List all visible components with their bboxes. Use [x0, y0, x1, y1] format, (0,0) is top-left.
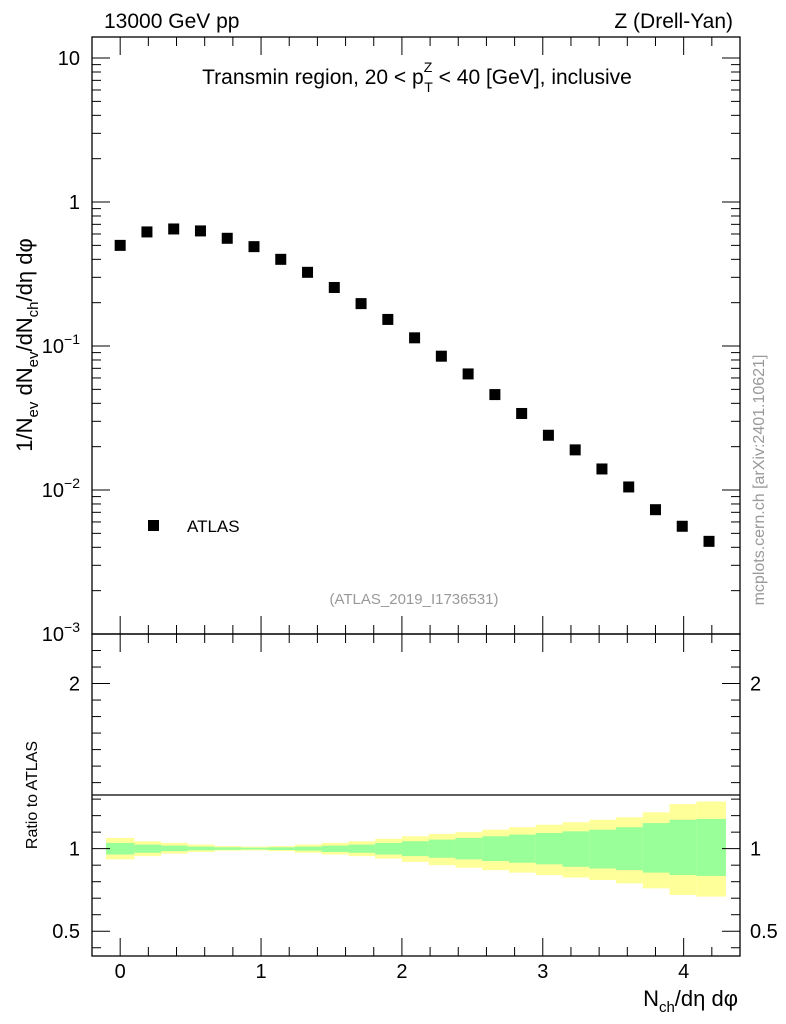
stat-uncertainty-band	[401, 841, 429, 857]
ratio-y-tick-label-right: 2	[750, 674, 761, 696]
data-point	[382, 313, 394, 325]
data-point	[409, 332, 421, 344]
stat-uncertainty-band	[589, 829, 617, 869]
main-y-tick-label: 10−3	[42, 619, 80, 646]
data-point	[194, 225, 206, 237]
main-y-tick-label: 1	[69, 192, 80, 214]
stat-uncertainty-band	[696, 818, 726, 876]
stat-uncertainty-band	[187, 846, 215, 851]
ratio-plot-frame	[91, 633, 741, 957]
ratio-y-tick-label: 2	[69, 674, 80, 696]
data-point	[141, 226, 153, 238]
x-tick-label: 1	[255, 961, 266, 983]
data-point	[703, 535, 715, 547]
stat-uncertainty-band	[321, 845, 349, 852]
data-point	[462, 368, 474, 380]
side-label: mcplots.cern.ch [arXiv:2401.10621]	[751, 355, 768, 606]
x-tick-label: 3	[537, 961, 548, 983]
data-point	[516, 407, 528, 419]
stat-uncertainty-band	[616, 827, 643, 871]
data-point	[569, 444, 581, 456]
stat-uncertainty-band	[535, 832, 563, 865]
header-right-label: Z (Drell-Yan)	[614, 10, 733, 33]
main-panel: Transmin region, 20 < pZ T < 40 [GeV], in…	[12, 36, 741, 646]
stat-uncertainty-band	[348, 844, 376, 853]
main-y-axis-label: 1/Nev dNev/dNch/dη dφ	[12, 238, 42, 451]
ratio-y-axis-label: Ratio to ATLAS	[24, 741, 41, 849]
stat-uncertainty-band	[375, 842, 402, 855]
data-point	[221, 232, 233, 244]
ratio-y-tick-label-right: 1	[750, 839, 761, 861]
x-axis-label: Nch/dη dφ	[643, 986, 738, 1016]
stat-uncertainty-band	[241, 847, 269, 850]
data-point	[542, 429, 554, 441]
data-point	[596, 463, 608, 475]
data-point	[649, 504, 661, 516]
x-tick-label: 4	[678, 961, 689, 983]
stat-uncertainty-band	[106, 842, 135, 855]
data-point	[676, 520, 688, 532]
legend-marker	[148, 520, 159, 531]
data-point	[275, 253, 287, 265]
main-y-tick-label: 10−2	[42, 475, 80, 502]
ratio-panel: Ratio to ATLAS 0.5 0.5 1 1 2 2 0 1 2 3 4 Nch/dη dφ	[24, 633, 778, 1016]
main-y-tick-label: 10−1	[42, 331, 80, 358]
stat-uncertainty-band	[294, 846, 322, 851]
header-left-label: 13000 GeV pp	[104, 10, 239, 33]
x-tick-label: 0	[115, 961, 126, 983]
main-y-tick-label: 10	[58, 48, 80, 70]
ratio-y-tick-label: 0.5	[52, 921, 80, 943]
stat-uncertainty-band	[268, 847, 295, 850]
data-point	[623, 481, 635, 493]
stat-uncertainty-band	[482, 836, 509, 862]
stat-uncertainty-band	[642, 823, 670, 873]
stat-uncertainty-band	[428, 839, 456, 858]
stat-uncertainty-band	[669, 819, 697, 876]
stat-uncertainty-band	[214, 847, 242, 850]
stat-uncertainty-band	[134, 844, 162, 853]
legend-label: ATLAS	[187, 517, 240, 536]
x-tick-label: 2	[396, 961, 407, 983]
data-point	[435, 350, 447, 362]
data-point	[114, 239, 126, 251]
stat-uncertainty-band	[562, 831, 590, 867]
data-point	[302, 266, 314, 278]
stat-uncertainty-band	[161, 845, 188, 852]
data-point	[328, 281, 340, 293]
stat-uncertainty-band	[455, 837, 483, 860]
data-point	[248, 241, 260, 253]
data-point	[355, 298, 367, 310]
stat-uncertainty-band	[508, 834, 536, 863]
data-point	[489, 389, 501, 401]
main-title: Transmin region, 20 < pZ T < 40 [GeV], in…	[202, 59, 632, 95]
ratio-y-tick-label-right: 0.5	[750, 921, 778, 943]
ratio-y-tick-label: 1	[69, 839, 80, 861]
watermark-label: (ATLAS_2019_I1736531)	[329, 591, 498, 608]
data-point	[168, 223, 180, 235]
